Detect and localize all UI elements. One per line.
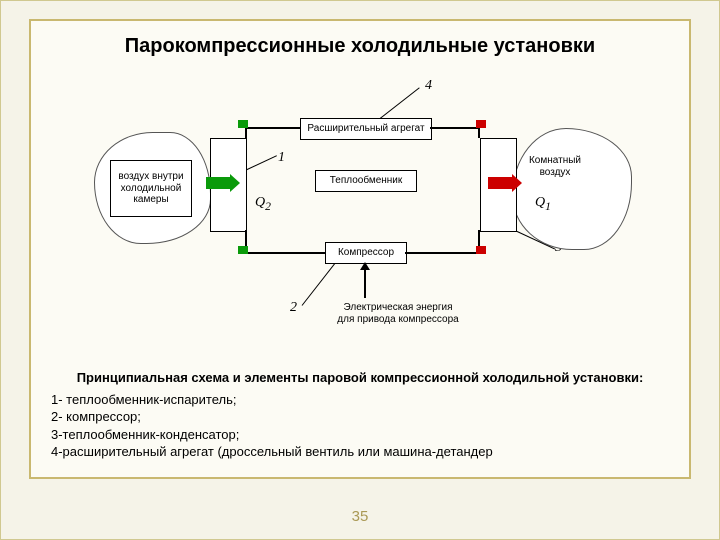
box-expansion: Расширительный агрегат [300,118,432,140]
flow-g-bl [238,246,248,254]
flow-r-br [476,246,486,254]
arrow-q1 [488,177,512,189]
caption-item-1: 1- теплообменник-испаритель; [51,391,669,409]
flow-r-tr [476,120,486,128]
slide: Парокомпрессионные холодильные установки… [0,0,720,540]
line-left-down [245,127,247,138]
caption-item-2: 2- компрессор; [51,408,669,426]
diagram: 4 1 2 3 воздух внутри холодильной камеры… [80,70,640,340]
line-top-left [245,127,300,129]
box-heatex-label: Теплообменник [315,170,417,192]
label-energy: Электрическая энергия для привода компре… [318,302,478,325]
title: Парокомпрессионные холодильные установки [31,21,689,62]
label-room: Комнатный воздух [525,155,585,178]
leader-2 [302,262,337,306]
line-right-down [478,127,480,138]
arrow-q2 [206,177,230,189]
box-chamber: воздух внутри холодильной камеры [110,160,192,217]
q2: Q2 [255,195,271,213]
leader-1 [245,155,277,171]
leader-4 [380,87,420,119]
num-4: 4 [425,78,432,94]
box-compressor: Компрессор [325,242,407,264]
flow-g-tl [238,120,248,128]
line-top-right [430,127,480,129]
arrow-energy [364,268,366,298]
line-bot-left [245,252,325,254]
room-outline [512,128,632,250]
line-bot-right [405,252,480,254]
caption: Принципиальная схема и элементы паровой … [51,369,669,461]
page-number: 35 [1,508,719,525]
caption-head: Принципиальная схема и элементы паровой … [51,369,669,387]
caption-item-3: 3-теплообменник-конденсатор; [51,426,669,444]
content-frame: Парокомпрессионные холодильные установки… [29,19,691,479]
caption-item-4: 4-расширительный агрегат (дроссельный ве… [51,443,669,461]
q1: Q1 [535,195,551,213]
num-2: 2 [290,300,297,316]
num-1: 1 [278,150,285,166]
